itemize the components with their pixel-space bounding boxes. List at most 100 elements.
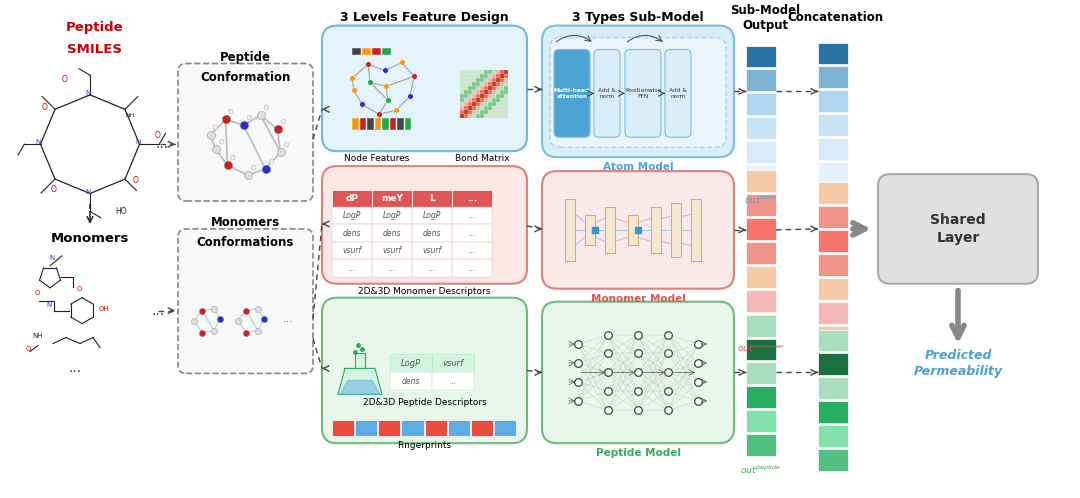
Bar — [372, 259, 411, 277]
Polygon shape — [340, 380, 380, 394]
Bar — [492, 107, 496, 111]
Bar — [453, 242, 492, 259]
FancyBboxPatch shape — [594, 49, 620, 137]
Bar — [332, 207, 372, 225]
Bar — [453, 259, 492, 277]
Text: ...: ... — [156, 137, 168, 151]
Bar — [464, 103, 468, 107]
Bar — [504, 82, 508, 86]
Text: ...: ... — [469, 246, 475, 255]
Bar — [472, 103, 476, 107]
Bar — [488, 86, 492, 90]
Polygon shape — [338, 369, 382, 394]
Text: ...: ... — [449, 377, 457, 386]
Text: Peptide: Peptide — [66, 21, 124, 34]
Bar — [746, 141, 777, 163]
Bar — [746, 266, 777, 288]
Text: Add &
norm: Add & norm — [670, 88, 687, 99]
Bar — [464, 107, 468, 111]
Bar — [480, 98, 484, 103]
Bar — [382, 119, 389, 130]
Text: NH: NH — [32, 333, 43, 339]
Bar — [818, 302, 848, 324]
Bar — [818, 42, 848, 64]
Bar — [332, 225, 372, 242]
Bar — [480, 103, 484, 107]
Text: Positionwise
FFN: Positionwise FFN — [625, 88, 661, 99]
Bar — [484, 78, 488, 82]
Bar — [484, 90, 488, 94]
Bar — [496, 74, 500, 78]
FancyBboxPatch shape — [542, 302, 734, 443]
Bar — [818, 138, 848, 160]
Bar — [352, 47, 361, 54]
Bar — [460, 94, 464, 98]
Bar — [746, 386, 777, 408]
Bar — [500, 74, 504, 78]
Text: 3 Types Sub-Model: 3 Types Sub-Model — [572, 11, 704, 24]
Bar — [355, 354, 365, 369]
Bar — [472, 103, 476, 107]
Bar — [464, 115, 468, 119]
Text: O: O — [62, 75, 68, 84]
Bar — [818, 449, 848, 471]
Bar — [818, 278, 848, 300]
Text: ...: ... — [283, 314, 294, 324]
Bar — [468, 86, 472, 90]
Bar — [468, 107, 472, 111]
Bar — [746, 434, 777, 456]
Bar — [471, 420, 492, 436]
Text: ...: ... — [151, 304, 164, 318]
Text: O: O — [25, 347, 30, 353]
Bar — [605, 207, 615, 253]
Bar — [496, 86, 500, 90]
FancyBboxPatch shape — [542, 25, 734, 157]
Bar — [504, 107, 508, 111]
Bar — [332, 259, 372, 277]
Bar — [500, 103, 504, 107]
Text: N: N — [135, 139, 140, 145]
Bar — [504, 94, 508, 98]
Bar — [476, 103, 480, 107]
Bar — [565, 199, 575, 261]
Text: ...: ... — [389, 263, 395, 272]
Bar — [494, 420, 516, 436]
Bar — [352, 119, 359, 130]
Text: $out^{monomer}$: $out^{monomer}$ — [737, 343, 785, 354]
Text: N: N — [46, 302, 52, 308]
Bar — [504, 98, 508, 103]
Bar — [476, 70, 480, 74]
Bar — [496, 78, 500, 82]
Bar — [484, 115, 488, 119]
Bar — [818, 326, 848, 348]
Text: Peptide: Peptide — [220, 51, 271, 64]
Bar — [484, 98, 488, 103]
Bar — [818, 377, 848, 399]
Bar — [464, 94, 468, 98]
Bar — [496, 78, 500, 82]
Text: meY: meY — [381, 194, 403, 203]
Text: Monomers: Monomers — [51, 233, 130, 246]
Bar — [746, 170, 777, 192]
Bar — [424, 420, 447, 436]
Bar — [468, 115, 472, 119]
Bar — [746, 218, 777, 240]
Bar — [496, 115, 500, 119]
Text: 2D&3D Monomer Descriptors: 2D&3D Monomer Descriptors — [359, 287, 490, 296]
Bar — [500, 90, 504, 94]
FancyBboxPatch shape — [322, 25, 527, 151]
Bar — [488, 70, 492, 74]
Bar — [405, 119, 411, 130]
Bar — [504, 74, 508, 78]
FancyBboxPatch shape — [322, 166, 527, 284]
Bar — [476, 74, 480, 78]
Bar — [492, 86, 496, 90]
Bar — [432, 373, 474, 390]
Text: NH: NH — [125, 113, 135, 119]
Bar — [460, 74, 464, 78]
Bar — [500, 111, 504, 115]
Bar — [584, 215, 594, 245]
Bar — [746, 194, 777, 216]
Text: 3 Levels Feature Design: 3 Levels Feature Design — [340, 11, 509, 24]
Bar — [480, 82, 484, 86]
